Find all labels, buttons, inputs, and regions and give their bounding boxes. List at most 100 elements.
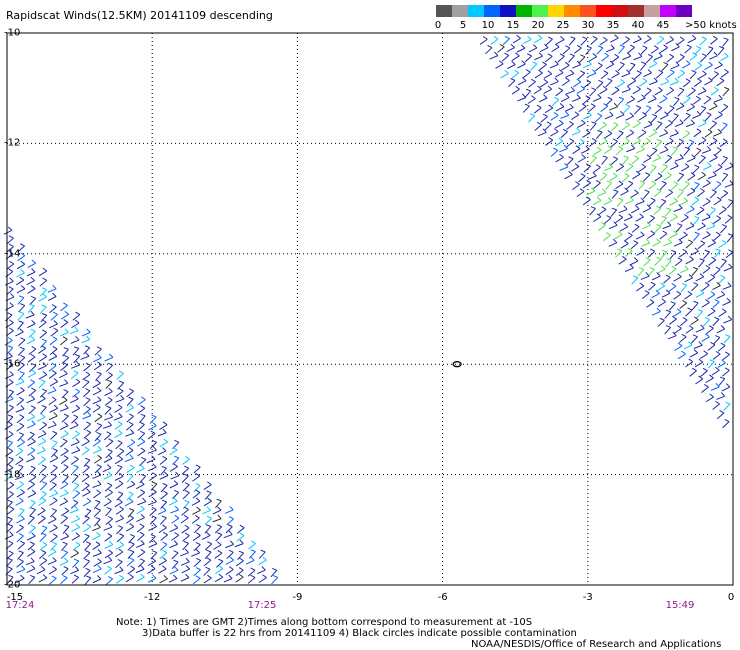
- wind-barb: [37, 507, 46, 516]
- wind-barb: [204, 541, 213, 551]
- wind-barb: [593, 179, 601, 189]
- wind-barb: [647, 248, 656, 258]
- wind-barb: [104, 482, 113, 492]
- wind-barb: [125, 514, 134, 524]
- wind-barb: [517, 93, 527, 102]
- wind-barb: [659, 145, 669, 154]
- wind-barb: [16, 285, 26, 294]
- wind-barb: [26, 336, 36, 345]
- wind-barb: [17, 311, 25, 321]
- wind-barb: [72, 311, 81, 321]
- wind-barb: [522, 103, 530, 113]
- wind-barb: [704, 112, 712, 122]
- wind-barb: [670, 61, 680, 70]
- wind-barb: [507, 60, 516, 70]
- wind-barb: [245, 556, 255, 565]
- wind-barb: [59, 379, 69, 387]
- wind-barb: [17, 540, 26, 550]
- wind-barb: [543, 85, 553, 94]
- wind-barb: [49, 404, 59, 413]
- wind-barb: [126, 464, 135, 474]
- wind-barbs: [3, 34, 734, 586]
- wind-barb: [92, 437, 101, 447]
- wind-barb: [49, 508, 58, 518]
- wind-barb: [697, 188, 705, 197]
- wind-barb: [712, 316, 720, 327]
- wind-barb: [4, 337, 13, 346]
- wind-barb: [537, 128, 547, 137]
- wind-barb: [631, 275, 639, 285]
- wind-barb: [679, 197, 689, 206]
- wind-barb: [137, 438, 146, 447]
- wind-barb: [160, 531, 168, 541]
- wind-barb: [213, 541, 222, 550]
- wind-barb: [582, 129, 591, 138]
- wind-barb: [633, 35, 642, 44]
- wind-barb: [701, 282, 710, 291]
- wind-barb: [655, 121, 663, 131]
- wind-barb: [686, 103, 695, 112]
- wind-barb: [621, 69, 631, 78]
- wind-barb: [679, 265, 689, 274]
- wind-barb: [713, 196, 722, 206]
- wind-barb: [578, 54, 586, 64]
- wind-barb: [39, 388, 47, 398]
- wind-barb: [631, 155, 640, 165]
- wind-barb: [642, 189, 650, 199]
- wind-barb: [49, 304, 57, 314]
- wind-barb: [115, 395, 125, 403]
- wind-barb: [148, 522, 157, 532]
- wind-barb: [580, 36, 588, 46]
- wind-barb: [150, 481, 158, 491]
- wind-barb: [668, 283, 677, 292]
- wind-barb: [72, 490, 81, 499]
- wind-barb: [708, 102, 718, 111]
- wind-barb: [679, 299, 688, 309]
- wind-barb: [16, 414, 25, 424]
- wind-barb: [71, 414, 79, 424]
- legend-swatch: [564, 5, 580, 17]
- wind-barb: [180, 557, 190, 566]
- wind-barb: [49, 378, 59, 387]
- wind-barb: [718, 308, 727, 317]
- wind-barb: [669, 213, 678, 222]
- latitude-label: -16: [4, 358, 21, 370]
- wind-barb: [595, 129, 603, 140]
- wind-barb: [114, 498, 123, 508]
- wind-barb: [47, 548, 57, 557]
- wind-barb: [271, 575, 279, 585]
- wind-barb: [685, 222, 695, 231]
- wind-barb: [589, 206, 596, 216]
- wind-barb: [508, 77, 516, 88]
- wind-barb: [660, 249, 668, 259]
- wind-barb: [511, 85, 520, 95]
- wind-barb: [593, 213, 602, 223]
- wind-barb: [39, 549, 47, 560]
- lat-lon-grid: [7, 33, 733, 585]
- wind-barb: [534, 69, 543, 79]
- contamination-circle: [452, 361, 462, 368]
- wind-barb: [718, 206, 727, 215]
- wind-barb: [17, 295, 25, 305]
- wind-barb: [137, 447, 146, 457]
- wind-barb: [104, 396, 113, 406]
- wind-barb: [69, 505, 79, 514]
- wind-barb: [646, 299, 655, 308]
- wind-barb: [720, 122, 728, 132]
- wind-barb: [38, 497, 47, 506]
- wind-barb: [126, 388, 134, 398]
- wind-barb: [611, 189, 619, 199]
- wind-barb: [655, 69, 664, 79]
- wind-barb: [70, 566, 80, 575]
- wind-barb: [610, 34, 619, 43]
- wind-barb: [544, 53, 553, 63]
- wind-barb: [37, 437, 47, 446]
- wind-barb: [27, 447, 36, 456]
- wind-barb: [147, 463, 157, 472]
- wind-barb: [662, 221, 672, 230]
- wind-barb: [701, 384, 709, 393]
- wind-barb: [225, 556, 234, 565]
- wind-barb: [192, 472, 201, 482]
- wind-barb: [712, 299, 720, 309]
- wind-barb: [644, 87, 652, 97]
